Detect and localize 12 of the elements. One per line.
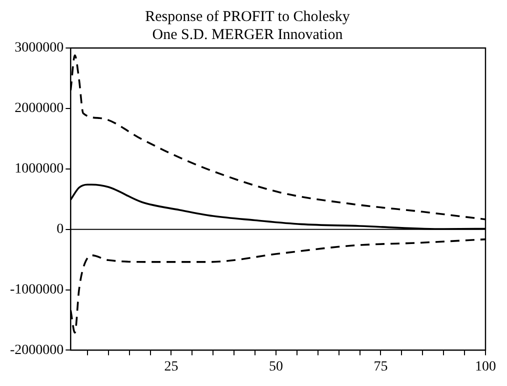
- text: Response of PROFIT to Cholesky: [145, 8, 350, 25]
- x-tick-label: 50: [268, 359, 283, 374]
- x-tick-label: 25: [164, 359, 178, 374]
- y-tick-label: -1000000: [10, 282, 64, 298]
- y-tick-label: 2000000: [14, 101, 64, 116]
- y-tick-label: 1000000: [14, 162, 64, 177]
- y-tick-label: -2000000: [10, 342, 64, 358]
- y-tick-label: 0: [56, 222, 64, 237]
- text: One S.D. MERGER Innovation: [152, 26, 343, 43]
- y-tick-label: 3000000: [14, 40, 64, 56]
- x-tick-label: 75: [374, 359, 388, 374]
- x-tick-label: 100: [475, 359, 496, 374]
